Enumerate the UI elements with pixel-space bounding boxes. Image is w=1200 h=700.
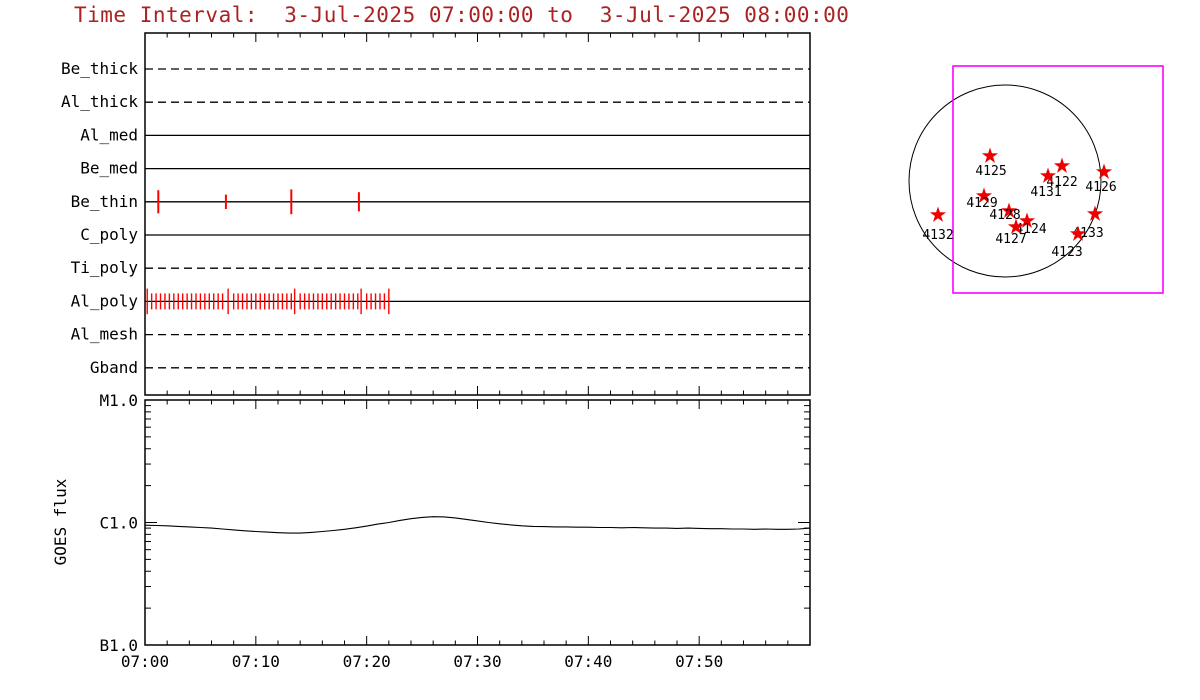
timeline-row-label-C_poly: C_poly [80,225,138,244]
goes-y-axis-title: GOES flux [51,478,70,565]
ar-label-4126: 4126 [1085,180,1116,195]
ar-label-4123: 4123 [1051,245,1082,260]
timeline-panel: Be_thick Al_thick Al_med Be_med Be_thin C_pol… [61,32,811,396]
goes-xtick-label-07:30: 07:30 [453,652,501,671]
ar-label-4129: 4129 [966,196,997,211]
goes-ytick-label-B1.0: B1.0 [99,636,138,655]
ar-star-4126 [1095,163,1113,179]
timeline-row-label-Al_mesh: Al_mesh [71,325,138,344]
goes-ytick-label-C1.0: C1.0 [99,514,138,533]
timeline-row-label-Be_thin: Be_thin [71,192,138,211]
timeline-row-label-Al_thick: Al_thick [61,92,138,111]
timeline-row-label-Al_med: Al_med [80,125,138,144]
ar-label-4122: 4122 [1046,175,1077,190]
fov-box [952,65,1164,294]
ar-star-4127 [1007,218,1025,234]
goes-xtick-label-07:10: 07:10 [232,652,280,671]
ar-star-4129 [975,187,993,203]
timeline-row-label-Be_thick: Be_thick [61,59,138,78]
ar-star-4132 [929,206,947,222]
ar-star-4125 [981,147,999,163]
ar-star-4128 [1000,202,1018,218]
ar-star-4131 [1039,167,1057,183]
timeline-row-label-Al_poly: Al_poly [71,291,139,310]
goes-xtick-label-07:50: 07:50 [675,652,723,671]
plot-title: Time Interval: 3-Jul-2025 07:00:00 to 3-… [74,3,850,27]
timeline-row-label-Ti_poly: Ti_poly [71,258,139,277]
ar-star-4123 [1069,225,1087,241]
ar-star-4124 [1018,212,1036,228]
goes-axis-box [144,399,811,646]
ar-label-4131: 4131 [1030,185,1061,200]
timeline-row-label-Gband: Gband [90,358,138,377]
goes-panel: B1.0 C1.0 M1.0 07:00 07:10 07:20 07:30 07:40 07:… [51,391,811,671]
ar-star-4133 [1086,205,1104,221]
goes-xtick-label-07:40: 07:40 [564,652,612,671]
ar-label-4125: 4125 [975,164,1006,179]
ar-label-4127: 4127 [995,232,1026,247]
ar-label-4132: 4132 [922,228,953,243]
ar-label-4124: 4124 [1015,222,1046,237]
timeline-row-label-Be_med: Be_med [80,159,138,178]
ar-star-4122 [1053,157,1071,173]
goes-ytick-label-M1.0: M1.0 [99,391,138,410]
goes-xtick-label-07:00: 07:00 [121,652,169,671]
solar-limb-circle [908,84,1102,278]
timeline-axis-box [144,32,811,396]
ar-label-4128: 4128 [989,208,1020,223]
goes-flux-curve [144,516,811,534]
goes-xtick-label-07:20: 07:20 [343,652,391,671]
